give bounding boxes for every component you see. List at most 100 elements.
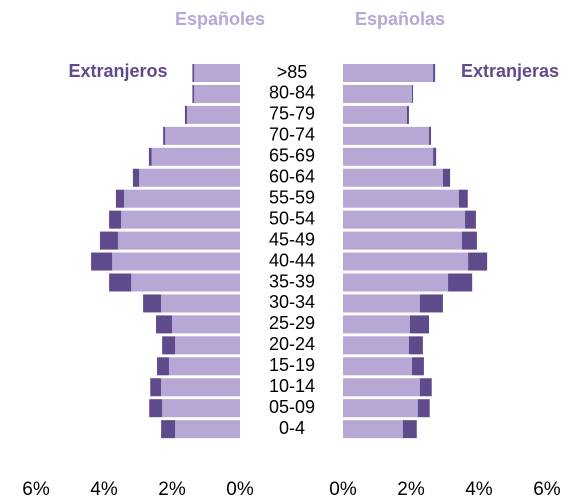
bar (429, 126, 432, 145)
bar (161, 378, 240, 397)
bar (442, 168, 451, 187)
bar (149, 399, 163, 418)
bar (343, 399, 418, 418)
bar (343, 105, 407, 124)
x-tick-label: 2% (158, 479, 186, 499)
bar (343, 294, 420, 313)
legend-label: Españoles (175, 9, 265, 29)
bar (109, 210, 122, 229)
bar (192, 64, 195, 82)
bar (139, 168, 240, 187)
bar (343, 420, 403, 439)
bar (162, 336, 176, 355)
age-label: 55-59 (269, 187, 315, 207)
bar (131, 273, 240, 292)
bar (461, 231, 477, 250)
bar (468, 252, 488, 271)
legend-label: Españolas (355, 9, 445, 29)
x-tick-label: 6% (22, 479, 50, 499)
age-label: 25-29 (269, 313, 315, 333)
bar (168, 357, 240, 376)
bar (343, 168, 443, 187)
bar (156, 315, 173, 334)
bar (194, 64, 240, 82)
bar (115, 189, 125, 208)
bar (448, 273, 473, 292)
age-label: 40-44 (269, 250, 315, 270)
bar (433, 64, 436, 82)
legend-label: Extranjeras (461, 61, 559, 81)
bar (343, 273, 449, 292)
age-label: 20-24 (269, 334, 315, 354)
x-tick-label: 0% (329, 479, 357, 499)
age-label: 60-64 (269, 167, 315, 187)
bar (343, 64, 434, 82)
bar (402, 420, 417, 439)
bar (112, 252, 240, 271)
bar (343, 252, 469, 271)
bar (162, 399, 240, 418)
bar (192, 84, 195, 103)
bar (132, 168, 140, 187)
bar (161, 420, 176, 439)
age-label: 50-54 (269, 208, 315, 228)
age-label: 75-79 (269, 104, 315, 124)
bar (151, 147, 240, 166)
bar (91, 252, 113, 271)
x-tick-label: 2% (397, 479, 425, 499)
bar (150, 378, 162, 397)
bar (343, 147, 434, 166)
age-label: 0-4 (279, 418, 305, 438)
bar (409, 315, 430, 334)
bar (161, 294, 240, 313)
age-label: 80-84 (269, 83, 315, 103)
age-label: 70-74 (269, 125, 315, 145)
age-label: 45-49 (269, 229, 315, 249)
bar (458, 189, 468, 208)
bar (186, 105, 240, 124)
age-label: 35-39 (269, 271, 315, 291)
bar (157, 357, 169, 376)
bar (184, 105, 187, 124)
bar (194, 84, 240, 103)
bar (419, 294, 443, 313)
bar (343, 378, 420, 397)
bar (417, 399, 430, 418)
bar (412, 357, 424, 376)
x-tick-label: 6% (533, 479, 561, 499)
bar (163, 126, 166, 145)
bar (343, 189, 459, 208)
bar (165, 126, 240, 145)
bar (175, 336, 240, 355)
bar (99, 231, 118, 250)
bar (343, 357, 413, 376)
bar (419, 378, 432, 397)
bar (343, 210, 466, 229)
bar (124, 189, 240, 208)
bar (343, 84, 413, 103)
bar (343, 231, 462, 250)
bar (343, 126, 430, 145)
x-tick-label: 0% (226, 479, 254, 499)
age-label: 05-09 (269, 397, 315, 417)
bar (343, 336, 409, 355)
bar (406, 105, 409, 124)
bar (433, 147, 437, 166)
bar (175, 420, 240, 439)
bar (109, 273, 132, 292)
age-label: 65-69 (269, 146, 315, 166)
bar (465, 210, 476, 229)
x-tick-label: 4% (465, 479, 493, 499)
bar (117, 231, 240, 250)
age-label: 10-14 (269, 376, 315, 396)
age-label: 15-19 (269, 355, 315, 375)
bar (172, 315, 240, 334)
x-tick-label: 4% (90, 479, 118, 499)
legend-label: Extranjeros (68, 61, 167, 81)
bar (143, 294, 162, 313)
age-label: >85 (277, 62, 308, 82)
bar (343, 315, 410, 334)
bar (408, 336, 423, 355)
age-label: 30-34 (269, 292, 315, 312)
